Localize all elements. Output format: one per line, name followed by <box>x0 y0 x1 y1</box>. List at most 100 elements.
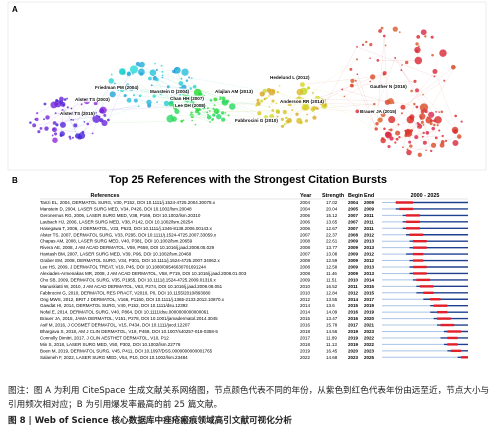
strength: 15.78 <box>326 323 338 328</box>
node <box>419 113 426 120</box>
node <box>83 121 86 123</box>
reference: Asif M, 2016, J COSMET DERMATOL, V15, P4… <box>40 323 190 328</box>
begin: 2016 <box>348 310 359 315</box>
strength: 11.51 <box>326 277 337 282</box>
node-label: Alster TS (2015) <box>60 111 95 116</box>
label-bg <box>94 84 140 91</box>
node <box>160 64 163 67</box>
node <box>207 113 209 116</box>
end: 2020 <box>364 316 375 321</box>
node <box>411 118 415 121</box>
node <box>306 113 308 116</box>
node <box>229 103 236 110</box>
node <box>430 149 433 153</box>
begin: 2005 <box>348 206 359 211</box>
node <box>71 136 74 139</box>
panel-letter: B <box>12 176 18 185</box>
node <box>429 122 433 126</box>
node <box>369 57 371 60</box>
node <box>190 77 193 80</box>
node <box>420 109 425 114</box>
node <box>404 60 409 65</box>
end: 2013 <box>364 265 375 270</box>
node <box>434 136 438 140</box>
node <box>441 134 444 138</box>
end: 2017 <box>364 297 375 302</box>
node <box>256 98 260 102</box>
node <box>416 121 420 125</box>
edge <box>181 108 214 122</box>
year: 2018 <box>300 342 311 347</box>
node <box>356 45 358 48</box>
node <box>341 88 344 91</box>
panel-letter: A <box>12 5 18 14</box>
year: 2008 <box>300 245 311 250</box>
reference: Hantash BM, 2007, LASER SURG MED, V39, P… <box>40 252 192 257</box>
node-label: Alajlan AM (2013) <box>215 89 253 94</box>
begin: 2004 <box>348 200 359 205</box>
strength: 12.84 <box>326 290 338 295</box>
begin: 2009 <box>348 258 359 263</box>
node <box>453 65 456 69</box>
node <box>45 115 50 120</box>
node <box>378 29 382 33</box>
node <box>370 74 376 80</box>
node <box>191 119 193 122</box>
year: 2008 <box>300 265 311 270</box>
node <box>206 111 209 114</box>
node <box>257 111 262 116</box>
reference: Laubach HJ, 2006, LASER SURG MED, V38, P… <box>40 219 193 224</box>
column-header: References <box>90 193 119 199</box>
node <box>278 85 281 87</box>
node <box>387 144 391 149</box>
node <box>398 135 401 139</box>
label-bg <box>214 88 254 95</box>
node <box>212 107 215 110</box>
figure: Friedman PM (2004) Manstein D (2004) Alste… <box>7 1 487 360</box>
node-label: Alster TS (2003) <box>75 97 110 102</box>
node <box>192 84 197 89</box>
node <box>409 144 413 148</box>
strength: 12.59 <box>326 258 338 263</box>
end: 2012 <box>364 258 375 263</box>
node <box>120 71 124 74</box>
node <box>443 79 446 82</box>
strength: 12.58 <box>326 265 338 270</box>
node <box>100 120 102 122</box>
node <box>194 123 197 126</box>
node <box>35 117 39 122</box>
node <box>34 118 37 121</box>
reference: Hasegawa T, 2006, J DERMATOL, V33, P623,… <box>40 226 213 231</box>
node <box>424 35 427 38</box>
reference: Tanzi EL, 2004, DERMATOL SURG, V30, P152… <box>40 200 216 205</box>
node <box>276 115 279 118</box>
node <box>50 101 58 109</box>
label-bg <box>59 110 96 117</box>
node <box>276 91 280 94</box>
node <box>166 115 174 123</box>
edge <box>344 96 388 135</box>
label-bg <box>359 108 398 115</box>
year: 2006 <box>300 213 311 218</box>
node <box>285 116 288 120</box>
label-bg <box>369 83 408 90</box>
node <box>376 58 380 62</box>
node <box>452 129 458 134</box>
node <box>385 131 392 139</box>
node <box>392 26 398 32</box>
node <box>209 99 213 102</box>
reference: Graber EM, 2008, DERMATOL SURG, V34, P30… <box>40 258 221 263</box>
node <box>197 112 201 115</box>
node <box>400 104 406 110</box>
edge <box>61 102 78 137</box>
reference: Fabbrocini G, 2010, DERMATOL RES PRACT, … <box>40 290 211 295</box>
edge <box>401 69 439 120</box>
node <box>438 129 441 132</box>
node <box>377 117 383 123</box>
node <box>432 69 438 74</box>
edge <box>103 106 179 111</box>
begin: 2010 <box>348 277 359 282</box>
end: 2025 <box>364 355 375 360</box>
edge <box>40 113 60 129</box>
node <box>420 120 424 124</box>
